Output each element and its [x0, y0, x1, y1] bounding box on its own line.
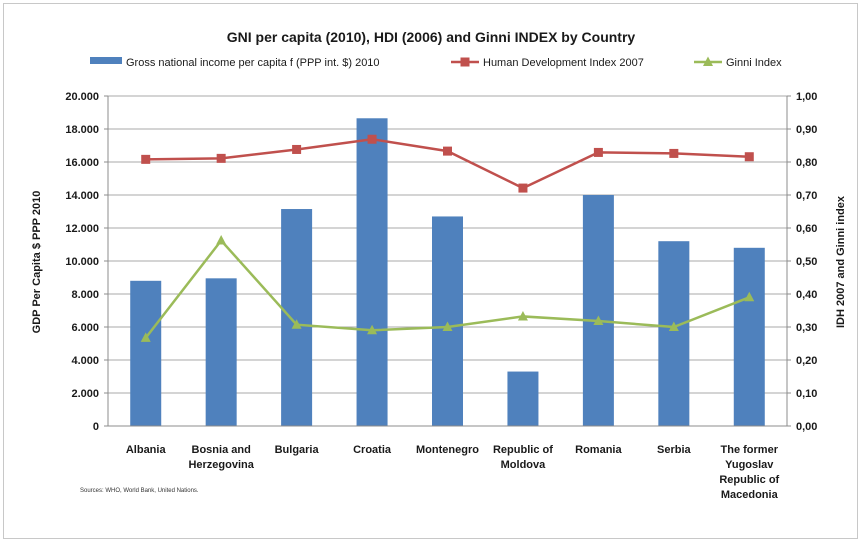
y-left-tick-label: 20.000	[65, 91, 99, 103]
square-marker	[744, 152, 754, 162]
x-tick-label-line: Albania	[126, 444, 167, 456]
x-tick-label-line: Herzegovina	[188, 459, 254, 471]
triangle-marker	[744, 291, 755, 302]
bar	[507, 371, 539, 426]
x-tick-label-line: Serbia	[657, 444, 692, 456]
x-tick-label-line: Bulgaria	[275, 444, 320, 456]
triangle-marker	[367, 324, 378, 335]
legend-swatch-bar	[90, 57, 122, 64]
x-tick-label-line: Republic of	[719, 474, 779, 486]
legend-square-marker	[460, 57, 470, 67]
bar	[432, 216, 463, 426]
chart-frame: GNI per capita (2010), HDI (2006) and Gi…	[3, 3, 858, 539]
x-tick-label: Montenegro	[416, 444, 479, 456]
triangle-marker	[517, 310, 528, 321]
x-tick-label-line: The former	[721, 444, 779, 456]
square-marker	[593, 147, 603, 157]
axes: 0 2.000 4.000 6.000 8.000 10.000 12.000 14.000 1…	[65, 91, 817, 501]
y-right-axis-title: IDH 2007 and Ginni index	[835, 195, 847, 328]
x-tick-label-line: Republic of	[493, 444, 553, 456]
line-series	[140, 134, 755, 342]
bar	[356, 118, 388, 427]
source-note: Sources: WHO, World Bank, United Nations…	[80, 488, 199, 494]
y-right-tick-label: 1,00	[796, 91, 817, 103]
legend-label: Human Development Index 2007	[483, 57, 644, 69]
legend-triangle-marker	[703, 56, 713, 66]
y-left-tick-label: 0	[93, 421, 99, 433]
chart: GNI per capita (2010), HDI (2006) and Gi…	[31, 29, 847, 501]
square-marker	[292, 144, 302, 154]
x-tick-label: Romania	[575, 444, 622, 456]
square-marker	[216, 153, 226, 163]
x-tick-label: Bulgaria	[275, 444, 320, 456]
legend-label: Ginni Index	[726, 57, 782, 69]
y-right-tick-label: 0,30	[796, 322, 817, 334]
x-tick-label-line: Croatia	[353, 444, 392, 456]
x-tick-label-line: Bosnia and	[192, 444, 251, 456]
legend: Gross national income per capita f (PPP …	[90, 56, 782, 69]
y-right-tick-label: 0,20	[796, 355, 817, 367]
y-right-tick-label: 0,90	[796, 124, 817, 136]
y-left-axis-title: GDP Per Capita $ PPP 2010	[31, 191, 43, 334]
square-marker	[518, 183, 528, 193]
triangle-marker	[140, 332, 151, 342]
bar-series	[130, 118, 765, 427]
x-tick-label: Serbia	[657, 444, 692, 456]
x-tick-label: Bosnia and Herzegovina	[188, 444, 254, 471]
square-marker	[669, 148, 679, 158]
y-right-tick-label: 0,40	[796, 289, 817, 301]
y-left-tick-label: 14.000	[65, 190, 99, 202]
triangle-marker	[668, 321, 679, 331]
chart-title: GNI per capita (2010), HDI (2006) and Gi…	[227, 29, 636, 45]
y-right-tick-label: 0,80	[796, 157, 817, 169]
bar	[281, 209, 313, 426]
triangle-marker	[291, 319, 302, 329]
y-right-tick-label: 0,50	[796, 256, 817, 268]
legend-label: Gross national income per capita f (PPP …	[126, 57, 380, 69]
y-right-tick-label: 0,60	[796, 223, 817, 235]
x-tick-label-line: Yugoslav	[725, 459, 774, 471]
y-right-tick-label: 0,10	[796, 388, 817, 400]
triangle-marker	[216, 235, 227, 245]
x-tick-label-line: Romania	[575, 444, 622, 456]
x-tick-label-line: Montenegro	[416, 444, 479, 456]
bar	[205, 278, 237, 426]
series-line	[145, 137, 750, 190]
x-tick-label-line: Macedonia	[721, 489, 779, 501]
square-marker	[141, 154, 151, 164]
x-tick-label-line: Moldova	[501, 459, 546, 471]
x-tick-label: Croatia	[353, 444, 392, 456]
y-left-tick-label: 4.000	[71, 355, 99, 367]
y-left-tick-label: 2.000	[71, 388, 99, 400]
bar	[733, 247, 765, 426]
bar	[582, 195, 614, 426]
x-tick-label: The former Yugoslav Republic of Macedonia	[719, 444, 779, 501]
y-left-tick-label: 12.000	[65, 223, 99, 235]
square-marker	[443, 146, 452, 156]
x-tick-label: Albania	[126, 444, 167, 456]
y-right-tick-label: 0,70	[796, 190, 817, 202]
y-left-tick-label: 10.000	[65, 256, 99, 268]
triangle-marker	[442, 321, 453, 331]
y-left-tick-label: 6.000	[71, 322, 99, 334]
y-left-tick-label: 8.000	[71, 289, 99, 301]
bar	[130, 280, 162, 426]
square-marker	[367, 134, 377, 144]
triangle-marker	[593, 315, 604, 326]
x-tick-label: Republic of Moldova	[493, 444, 553, 471]
y-left-tick-label: 18.000	[65, 124, 99, 136]
y-left-tick-label: 16.000	[65, 157, 99, 169]
bar	[658, 241, 690, 426]
y-right-tick-label: 0,00	[796, 421, 817, 433]
